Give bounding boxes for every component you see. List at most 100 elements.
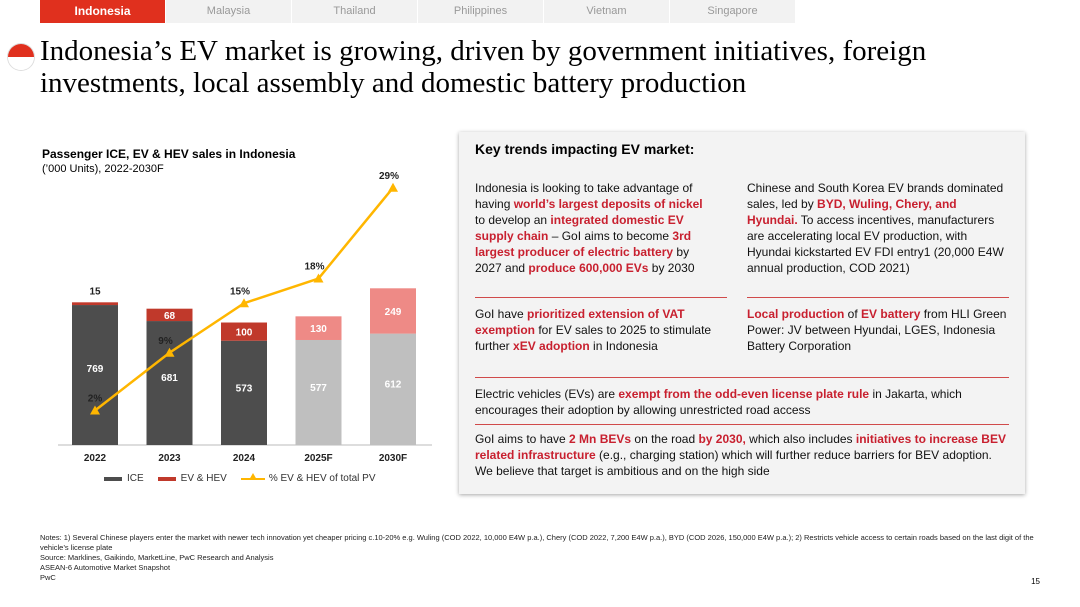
bar-ev	[295, 316, 342, 340]
data-label-ice: 681	[161, 373, 178, 384]
tick-label: 2030F	[379, 453, 407, 464]
divider	[475, 377, 1009, 378]
highlight-text: exempt from the odd-even license plate r…	[618, 387, 870, 401]
body-text: Electric vehicles (EVs) are	[475, 387, 619, 401]
data-label-ev: 15	[89, 286, 101, 297]
tab-indonesia[interactable]: Indonesia	[40, 0, 166, 23]
source-text: Source: Marklines, Gaikindo, MarketLine,…	[40, 553, 274, 562]
legend-item-ev: EV & HEV	[157, 473, 227, 484]
body-text: for EV sales to 2025 to stimulate furthe…	[475, 323, 712, 353]
bar-ev	[146, 308, 193, 322]
trend-battery-production: Local production of EV battery from HLI …	[747, 306, 1009, 354]
body-text: on the road	[631, 432, 699, 446]
body-text: To access incentives, manufacturers are …	[747, 213, 1004, 275]
divider	[747, 297, 1009, 298]
country-tabs: Indonesia Malaysia Thailand Philippines …	[40, 0, 796, 23]
highlight-text: BYD, Wuling, Chery, and Hyundai.	[747, 197, 957, 227]
line-point	[313, 273, 324, 283]
tab-thailand[interactable]: Thailand	[292, 0, 418, 23]
body-text: by 2027 and	[475, 245, 690, 275]
data-label-ice: 577	[310, 383, 327, 394]
notes-text: Notes: 1) Several Chinese players enter …	[40, 533, 1034, 552]
indonesia-flag-icon	[8, 44, 34, 70]
legend-swatch-ice	[104, 476, 122, 481]
tab-philippines[interactable]: Philippines	[418, 0, 544, 23]
bar-ev	[221, 322, 267, 341]
highlight-text: EV battery	[861, 307, 921, 321]
highlight-text: by 2030,	[698, 432, 746, 446]
legend-swatch-share	[240, 472, 265, 480]
data-label-ice: 612	[385, 380, 402, 391]
highlight-text: integrated domestic EV supply chain	[475, 213, 684, 243]
legend-item-share: % EV & HEV of total PV	[240, 472, 376, 484]
bar-ice	[221, 340, 267, 445]
legend-swatch-ev	[157, 476, 176, 481]
tick-label: 2023	[158, 453, 181, 464]
line-point	[239, 298, 249, 308]
highlight-text: 2 Mn BEVs	[569, 432, 632, 446]
highlight-text: produce 600,000 EVs	[528, 261, 649, 275]
data-label-ice: 573	[236, 384, 253, 395]
data-label-ev: 100	[236, 328, 253, 339]
data-label-share: 18%	[304, 262, 324, 273]
data-label-ice: 769	[87, 364, 104, 375]
highlight-text: world’s largest deposits of nickel	[513, 197, 703, 211]
body-text: by 2030	[648, 261, 695, 275]
legend-item-ice: ICE	[104, 473, 144, 484]
chart-subtitle: (’000 Units), 2022-2030F	[42, 163, 164, 175]
body-text: to develop an	[475, 213, 551, 227]
sales-chart: 769 15 2022 681 68 2023 573 100 2024 577 130 2025F 6…	[58, 171, 432, 464]
data-label-share: 9%	[158, 336, 173, 347]
bar-ev	[370, 288, 416, 334]
tick-label: 2024	[233, 453, 256, 464]
bar-ice	[295, 339, 342, 445]
bar-ev	[72, 302, 118, 306]
body-text: GoI have	[475, 307, 528, 321]
highlight-text: 3rd largest producer of electric battery	[475, 229, 692, 259]
bar-ice	[370, 333, 416, 445]
tab-malaysia[interactable]: Malaysia	[166, 0, 292, 23]
body-text: – GoI aims to become	[548, 229, 673, 243]
data-label-ev: 130	[310, 324, 327, 335]
chart-legend: ICE EV & HEV % EV & HEV of total PV	[104, 472, 390, 484]
line-point	[388, 182, 398, 192]
data-label-share: 15%	[230, 286, 250, 297]
body-text: in Indonesia	[589, 339, 658, 353]
trend-nickel: Indonesia is looking to take advantage o…	[475, 180, 715, 276]
panel-title: Key trends impacting EV market:	[475, 141, 695, 157]
highlight-text: Local production	[747, 307, 845, 321]
report-name: ASEAN-6 Automotive Market Snapshot	[40, 563, 171, 572]
body-text: from HLI Green Power: JV between Hyundai…	[747, 307, 1007, 353]
body-text: of	[844, 307, 862, 321]
tab-singapore[interactable]: Singapore	[670, 0, 796, 23]
page-number: 15	[1031, 577, 1040, 586]
trend-bev-target: GoI aims to have 2 Mn BEVs on the road b…	[475, 431, 1009, 479]
divider	[475, 297, 727, 298]
line-point	[164, 347, 175, 357]
chart-title: Passenger ICE, EV & HEV sales in Indones…	[42, 147, 296, 161]
tab-vietnam[interactable]: Vietnam	[544, 0, 670, 23]
tick-label: 2025F	[304, 453, 332, 464]
highlight-text: prioritized extension of VAT exemption	[475, 307, 685, 337]
line-point	[90, 405, 100, 415]
page-title: Indonesia’s EV market is growing, driven…	[40, 35, 927, 99]
data-label-share: 29%	[379, 171, 399, 182]
highlight-text: initiatives to increase BEV related infr…	[475, 432, 1006, 462]
data-label-ev: 249	[385, 307, 402, 318]
divider	[475, 424, 1009, 425]
body-text: Indonesia is looking to take advantage o…	[475, 181, 693, 211]
bar-ice	[72, 305, 118, 445]
trend-chinese-brands: Chinese and South Korea EV brands domina…	[747, 180, 1009, 276]
legend-label-share: % EV & HEV of total PV	[268, 473, 376, 484]
legend-label-ice: ICE	[127, 473, 144, 484]
trend-vat-exemption: GoI have prioritized extension of VAT ex…	[475, 306, 715, 354]
data-label-share: 2%	[88, 394, 103, 405]
footer-notes: Notes: 1) Several Chinese players enter …	[40, 533, 1040, 583]
data-label-ev: 68	[164, 311, 176, 322]
tick-label: 2022	[84, 453, 107, 464]
body-text: Chinese and South Korea EV brands domina…	[747, 181, 1004, 211]
brand-name: PwC	[40, 573, 56, 582]
trend-license-plate: Electric vehicles (EVs) are exempt from …	[475, 386, 1009, 418]
body-text: (e.g., charging station) which will furt…	[475, 448, 992, 478]
body-text: in Jakarta, which encourages their adopt…	[475, 387, 962, 417]
